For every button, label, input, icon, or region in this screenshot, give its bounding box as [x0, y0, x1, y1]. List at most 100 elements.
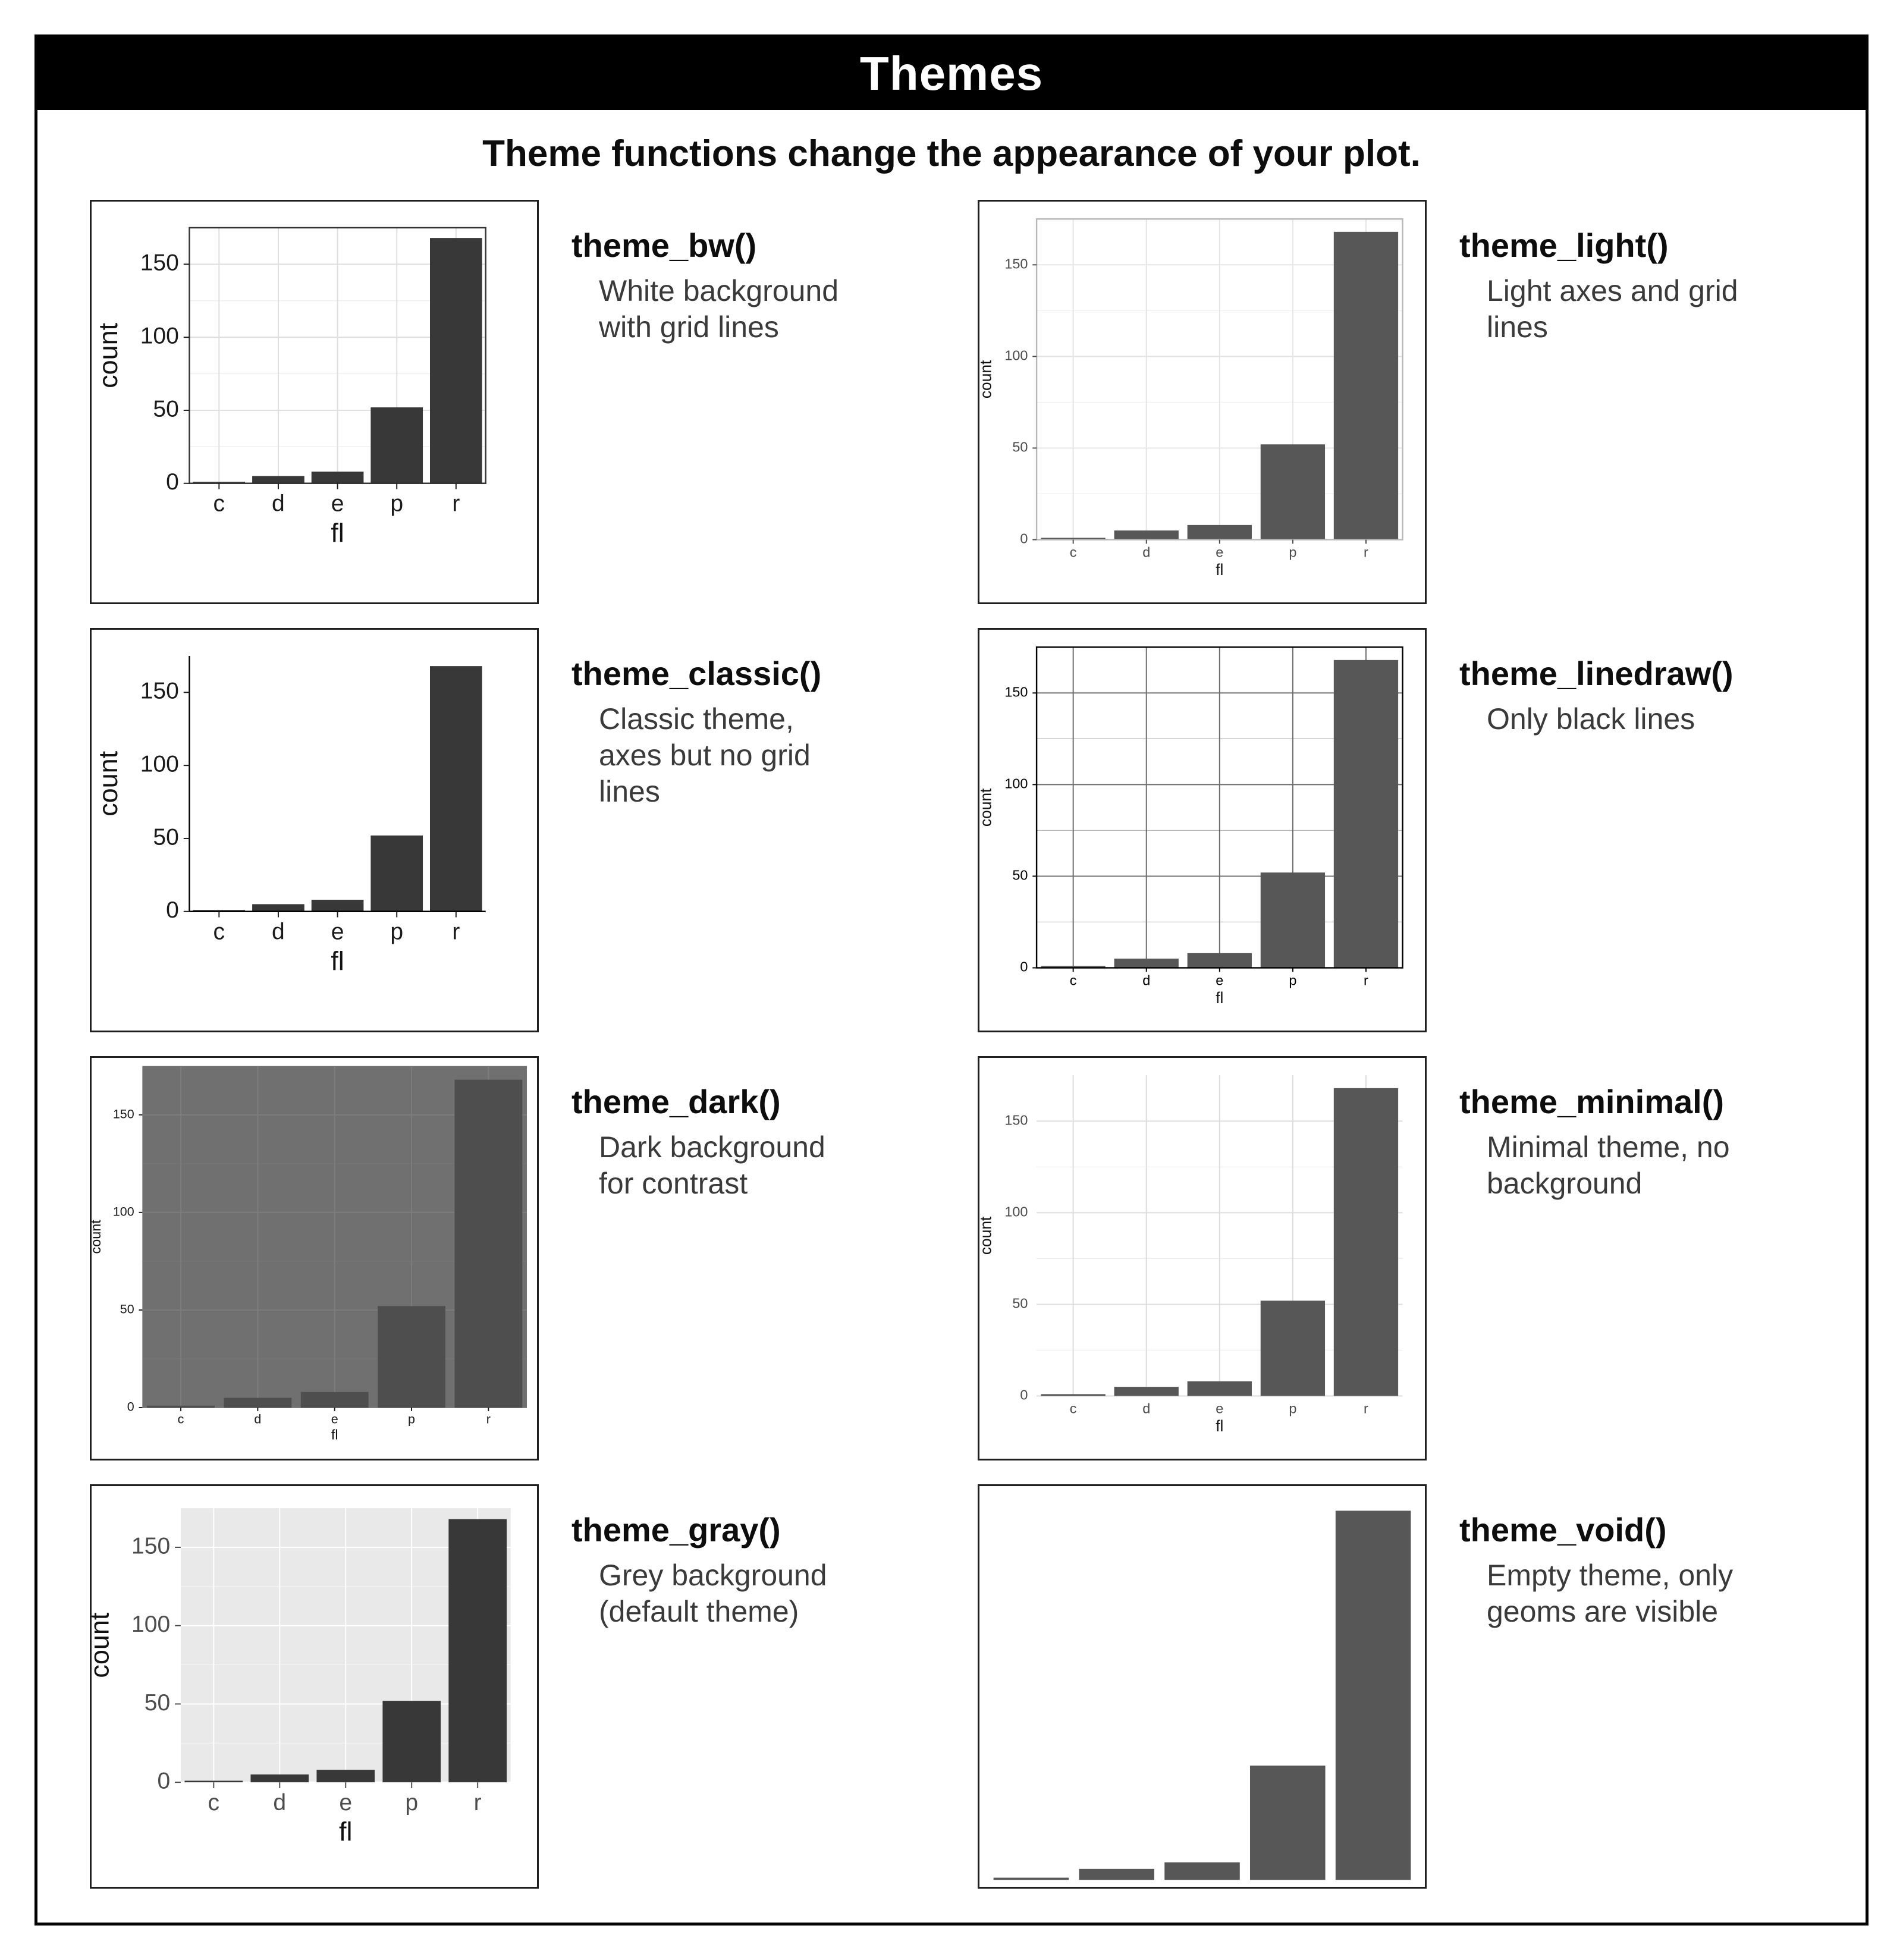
theme-linedraw-chart: 0 50 100 150 c d e p r count fl	[979, 646, 1403, 1007]
themes-grid: 0 50 100 150 c d e p r count fl theme_bw() White b…	[37, 191, 1866, 1889]
svg-text:e: e	[1216, 973, 1223, 988]
theme-description: Classic theme, axes but no grid lines	[599, 702, 811, 808]
theme-description: Dark background for contrast	[599, 1130, 825, 1200]
svg-text:d: d	[254, 1412, 261, 1426]
svg-text:fl: fl	[331, 517, 344, 548]
theme-name: theme_linedraw()	[1459, 655, 1734, 692]
svg-text:r: r	[486, 1412, 491, 1426]
svg-text:p: p	[1289, 545, 1296, 560]
theme-bw-thumbnail: 0 50 100 150 c d e p r count fl	[90, 200, 539, 604]
theme-block-bw: 0 50 100 150 c d e p r count fl theme_bw() White b…	[90, 200, 942, 604]
svg-text:0: 0	[166, 897, 179, 923]
svg-text:100: 100	[1004, 348, 1028, 363]
svg-text:0: 0	[1020, 959, 1028, 975]
svg-text:50: 50	[145, 1690, 170, 1716]
svg-text:50: 50	[1012, 439, 1028, 455]
theme-name: theme_minimal()	[1459, 1083, 1724, 1120]
svg-text:d: d	[1142, 973, 1150, 988]
svg-text:e: e	[331, 1412, 338, 1426]
page-subtitle: Theme functions change the appearance of…	[482, 133, 1421, 174]
svg-text:d: d	[272, 919, 285, 945]
svg-text:count: count	[92, 1612, 114, 1678]
svg-text:r: r	[452, 491, 460, 517]
theme-block-light: 0 50 100 150 c d e p r count fl theme_light() Ligh…	[978, 200, 1830, 604]
svg-text:e: e	[1216, 1401, 1223, 1416]
theme-description: Light axes and grid lines	[1487, 274, 1738, 344]
theme-name: theme_void()	[1459, 1511, 1667, 1548]
svg-text:count: count	[979, 788, 994, 827]
svg-text:0: 0	[1020, 1387, 1028, 1403]
svg-text:e: e	[331, 491, 344, 517]
svg-text:e: e	[1216, 545, 1223, 560]
theme-description: Grey background (default theme)	[599, 1559, 827, 1628]
svg-text:50: 50	[1012, 1296, 1028, 1311]
theme-description: White background with grid lines	[599, 274, 839, 344]
theme-bw-chart: 0 50 100 150 c d e p r count fl	[93, 227, 486, 548]
svg-text:p: p	[1289, 973, 1296, 988]
svg-text:c: c	[1070, 545, 1077, 560]
svg-text:p: p	[408, 1412, 415, 1426]
theme-name: theme_dark()	[571, 1083, 781, 1120]
svg-text:150: 150	[113, 1107, 134, 1121]
theme-name: theme_classic()	[571, 655, 822, 692]
svg-text:fl: fl	[331, 1427, 338, 1442]
cheatsheet-panel: Themes Theme functions change the appear…	[34, 34, 1869, 1926]
svg-text:count: count	[93, 750, 123, 816]
svg-text:d: d	[272, 491, 285, 517]
svg-text:r: r	[474, 1790, 482, 1815]
svg-text:count: count	[92, 1220, 103, 1254]
theme-void-caption: theme_void() Empty theme, only geoms are…	[1459, 1484, 1733, 1630]
theme-bw-caption: theme_bw() White background with grid li…	[571, 200, 839, 345]
svg-text:50: 50	[1012, 868, 1028, 883]
svg-text:0: 0	[127, 1400, 134, 1414]
theme-light-thumbnail: 0 50 100 150 c d e p r count fl	[978, 200, 1427, 604]
svg-text:100: 100	[1004, 1204, 1028, 1220]
svg-text:50: 50	[120, 1302, 134, 1317]
theme-void-thumbnail	[978, 1484, 1427, 1889]
theme-void-chart	[993, 1510, 1411, 1880]
svg-text:c: c	[213, 919, 225, 945]
svg-text:r: r	[1364, 545, 1368, 560]
theme-block-dark: 0 50 100 150 c d e p r count fl theme_dark() Dark …	[90, 1056, 942, 1460]
svg-text:count: count	[93, 322, 123, 388]
svg-text:0: 0	[166, 469, 179, 495]
theme-block-linedraw: 0 50 100 150 c d e p r count fl theme_linedraw() O…	[978, 628, 1830, 1032]
theme-block-classic: 0 50 100 150 c d e p r count fl theme_classic() Cl…	[90, 628, 942, 1032]
svg-text:c: c	[1070, 1401, 1077, 1416]
svg-text:p: p	[390, 491, 403, 517]
svg-text:p: p	[1289, 1401, 1296, 1416]
theme-gray-caption: theme_gray() Grey background (default th…	[571, 1484, 827, 1630]
theme-name: theme_gray()	[571, 1511, 781, 1548]
theme-minimal-chart: 0 50 100 150 c d e p r count fl	[979, 1075, 1403, 1435]
theme-dark-caption: theme_dark() Dark background for contras…	[571, 1056, 825, 1202]
theme-description: Empty theme, only geoms are visible	[1487, 1559, 1734, 1628]
svg-text:r: r	[452, 919, 460, 945]
theme-block-gray: 0 50 100 150 c d e p r count fl theme_gray() Grey …	[90, 1484, 942, 1889]
theme-name: theme_light()	[1459, 227, 1669, 264]
svg-text:100: 100	[140, 323, 179, 348]
theme-dark-thumbnail: 0 50 100 150 c d e p r count fl	[90, 1056, 539, 1460]
svg-text:fl: fl	[1216, 989, 1223, 1007]
svg-text:fl: fl	[1216, 1417, 1223, 1435]
theme-dark-chart: 0 50 100 150 c d e p r count fl	[92, 1066, 527, 1442]
svg-text:150: 150	[140, 679, 179, 704]
svg-text:d: d	[1142, 545, 1150, 560]
section-header: Themes	[37, 37, 1866, 110]
svg-text:100: 100	[140, 751, 179, 777]
theme-minimal-thumbnail: 0 50 100 150 c d e p r count fl	[978, 1056, 1427, 1460]
svg-text:150: 150	[1004, 1113, 1028, 1128]
svg-text:100: 100	[131, 1612, 170, 1637]
theme-gray-chart: 0 50 100 150 c d e p r count fl	[92, 1508, 511, 1847]
theme-classic-chart: 0 50 100 150 c d e p r count fl	[93, 655, 486, 976]
svg-text:count: count	[979, 1216, 994, 1255]
svg-text:e: e	[339, 1790, 352, 1815]
theme-classic-thumbnail: 0 50 100 150 c d e p r count fl	[90, 628, 539, 1032]
theme-light-caption: theme_light() Light axes and grid lines	[1459, 200, 1738, 345]
svg-text:d: d	[1142, 1401, 1150, 1416]
svg-text:r: r	[1364, 973, 1368, 988]
svg-text:c: c	[178, 1412, 184, 1426]
svg-text:150: 150	[1004, 684, 1028, 700]
theme-description: Only black lines	[1487, 702, 1695, 736]
theme-name: theme_bw()	[571, 227, 757, 264]
svg-text:e: e	[331, 919, 344, 945]
